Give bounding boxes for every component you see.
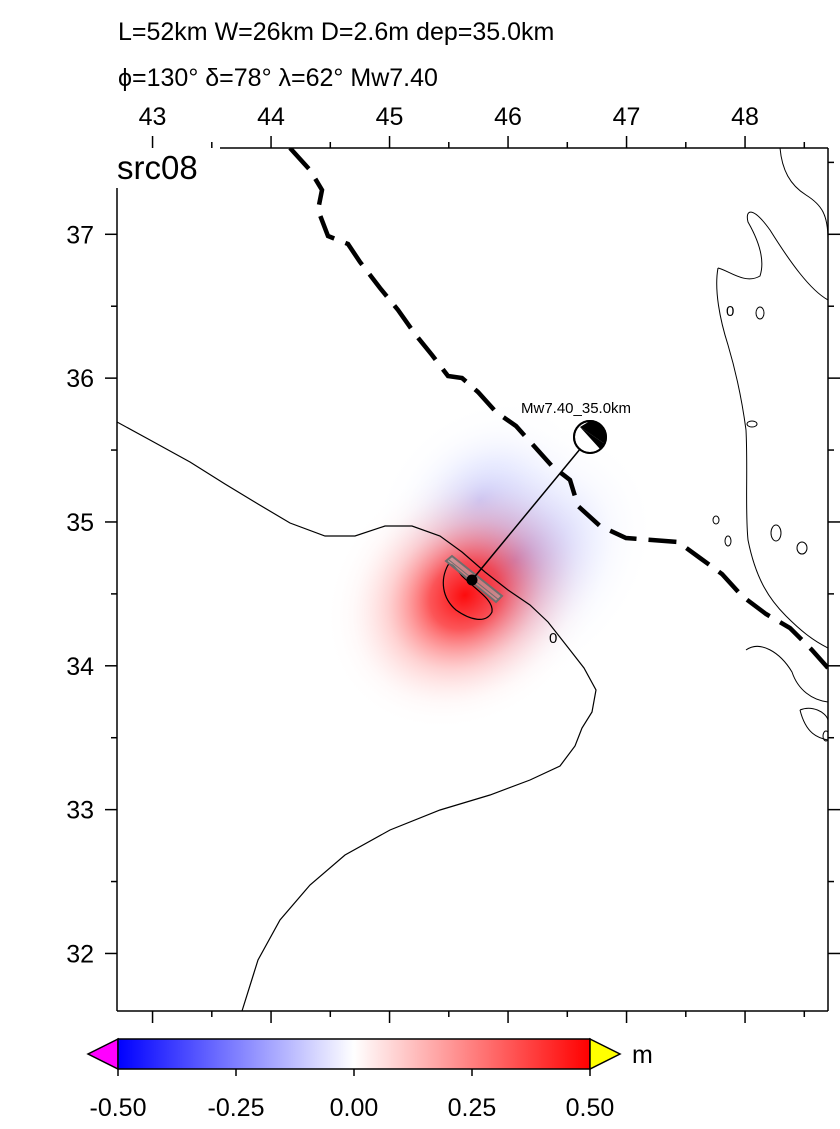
lon-tick-label: 43 [139, 103, 167, 131]
lat-tick-label: 32 [66, 940, 94, 968]
coast-fragment-1 [779, 148, 828, 241]
title-line-1: L=52km W=26km D=2.6m dep=35.0km [118, 18, 555, 46]
colorbar-tick-label: -0.50 [90, 1094, 147, 1122]
colorbar-tick-label: 0.25 [448, 1094, 497, 1122]
island-6 [796, 541, 808, 555]
coast-fragment-5 [799, 707, 828, 741]
colorbar-tick-label: -0.25 [208, 1094, 265, 1122]
uplift-lobe [324, 459, 606, 731]
epicenter-marker [466, 574, 478, 586]
lat-tick-label: 33 [66, 797, 94, 825]
plate-boundary [288, 148, 828, 670]
island-1 [755, 306, 765, 320]
lon-tick-label: 48 [731, 103, 759, 131]
island-3 [712, 515, 720, 525]
lon-tick-label: 46 [494, 103, 522, 131]
island-5 [770, 524, 782, 542]
lat-tick-label: 34 [66, 653, 94, 681]
lon-tick-label: 44 [257, 103, 285, 131]
lat-tick-label: 36 [66, 365, 94, 393]
island-7 [822, 730, 828, 742]
title-line-2: ϕ=130° δ=78° λ=62° Mw7.40 [118, 64, 438, 92]
colorbar-tick-label: 0.50 [566, 1094, 615, 1122]
contour-label-0-b: 0 [549, 630, 557, 647]
lon-tick-label: 45 [376, 103, 404, 131]
source-label: Mw7.40_35.0km [521, 400, 631, 417]
island-4 [724, 535, 732, 547]
coastline [117, 421, 597, 1011]
epicenter-connector [471, 436, 591, 581]
panel-label: src08 [117, 149, 198, 186]
colorbar-low-overflow [86, 1037, 119, 1071]
colorbar: -0.50 -0.25 0.00 0.25 0.50 m [86, 1037, 653, 1122]
focal-mechanism-beachball [573, 420, 607, 454]
coast-fragment-2 [717, 211, 828, 301]
colorbar-gradient [117, 1038, 591, 1070]
axis-tick-labels: 43 44 45 46 47 48 37 36 35 34 33 32 [66, 103, 759, 968]
lat-tick-label: 35 [66, 509, 94, 537]
panel-label-bg [110, 148, 220, 188]
colorbar-tick-label: 0.00 [330, 1094, 379, 1122]
lat-tick-label: 37 [66, 221, 94, 249]
coast-fragment-4 [745, 645, 828, 703]
lon-tick-label: 47 [613, 103, 641, 131]
axis-ticks [105, 136, 840, 1023]
colorbar-high-overflow [589, 1037, 622, 1071]
island-2 [746, 420, 758, 428]
coast-fragment-3 [716, 267, 828, 649]
contour-label-0-a: 0 [726, 303, 734, 320]
colorbar-unit: m [632, 1041, 653, 1069]
